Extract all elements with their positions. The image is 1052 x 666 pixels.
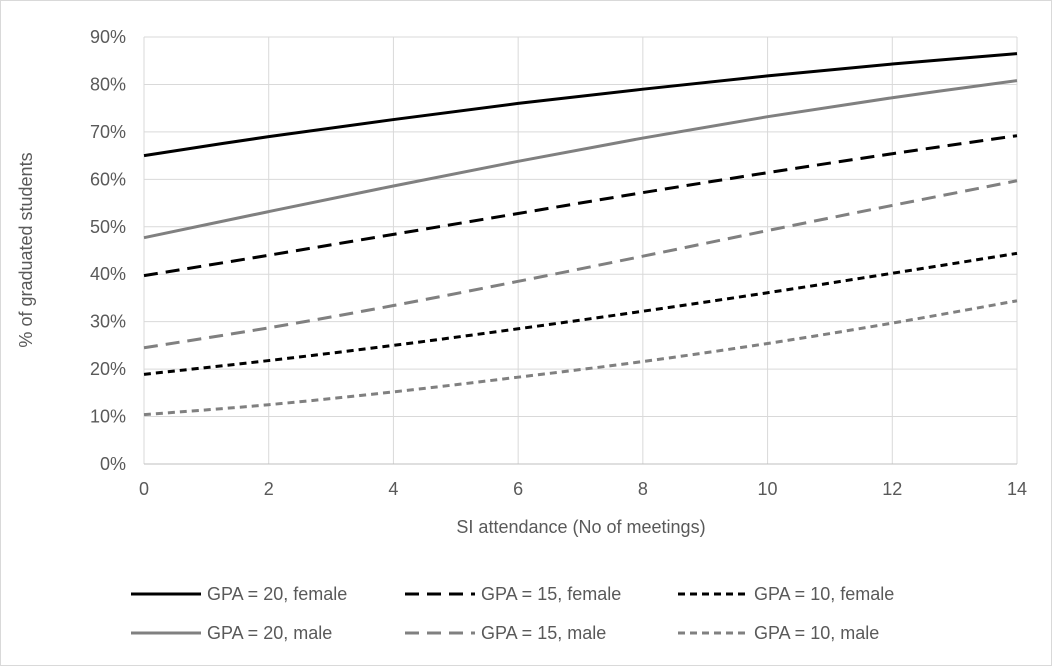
series-line-4 [143,79,1018,240]
y-axis-ticks: 0% 10% 20% 30% 40% 50% 60% 70% 80% 90% [90,27,126,474]
legend-label: GPA = 15, female [481,584,621,604]
legend-label: GPA = 10, male [754,623,879,643]
series-lines [143,52,1018,417]
x-tick-label: 6 [513,479,523,499]
y-tick-label: 40% [90,264,126,284]
y-tick-label: 0% [100,454,126,474]
legend-label: GPA = 10, female [754,584,894,604]
gridlines [143,36,1018,465]
y-tick-label: 50% [90,217,126,237]
legend: GPA = 20, female GPA = 15, female GPA = 10… [131,584,894,643]
legend-label: GPA = 20, male [207,623,332,643]
x-tick-label: 8 [638,479,648,499]
legend-label: GPA = 20, female [207,584,347,604]
y-tick-label: 10% [90,407,126,427]
series-line-5 [143,179,1018,350]
x-axis-ticks: 0 2 4 6 8 10 12 14 [139,479,1027,499]
y-tick-label: 80% [90,74,126,94]
y-axis-title: % of graduated students [16,152,36,347]
x-tick-label: 0 [139,479,149,499]
y-tick-label: 30% [90,312,126,332]
series-line-6 [143,299,1018,417]
x-tick-label: 14 [1007,479,1027,499]
x-axis-title: SI attendance (No of meetings) [456,517,705,537]
y-tick-label: 60% [90,169,126,189]
series-line-3 [143,251,1018,376]
x-tick-label: 10 [758,479,778,499]
series-line-1 [143,52,1018,158]
x-tick-label: 4 [388,479,398,499]
legend-label: GPA = 15, male [481,623,606,643]
y-tick-label: 20% [90,359,126,379]
series-line-2 [143,134,1018,278]
x-tick-label: 2 [264,479,274,499]
y-tick-label: 70% [90,122,126,142]
x-tick-label: 12 [882,479,902,499]
y-tick-label: 90% [90,27,126,47]
